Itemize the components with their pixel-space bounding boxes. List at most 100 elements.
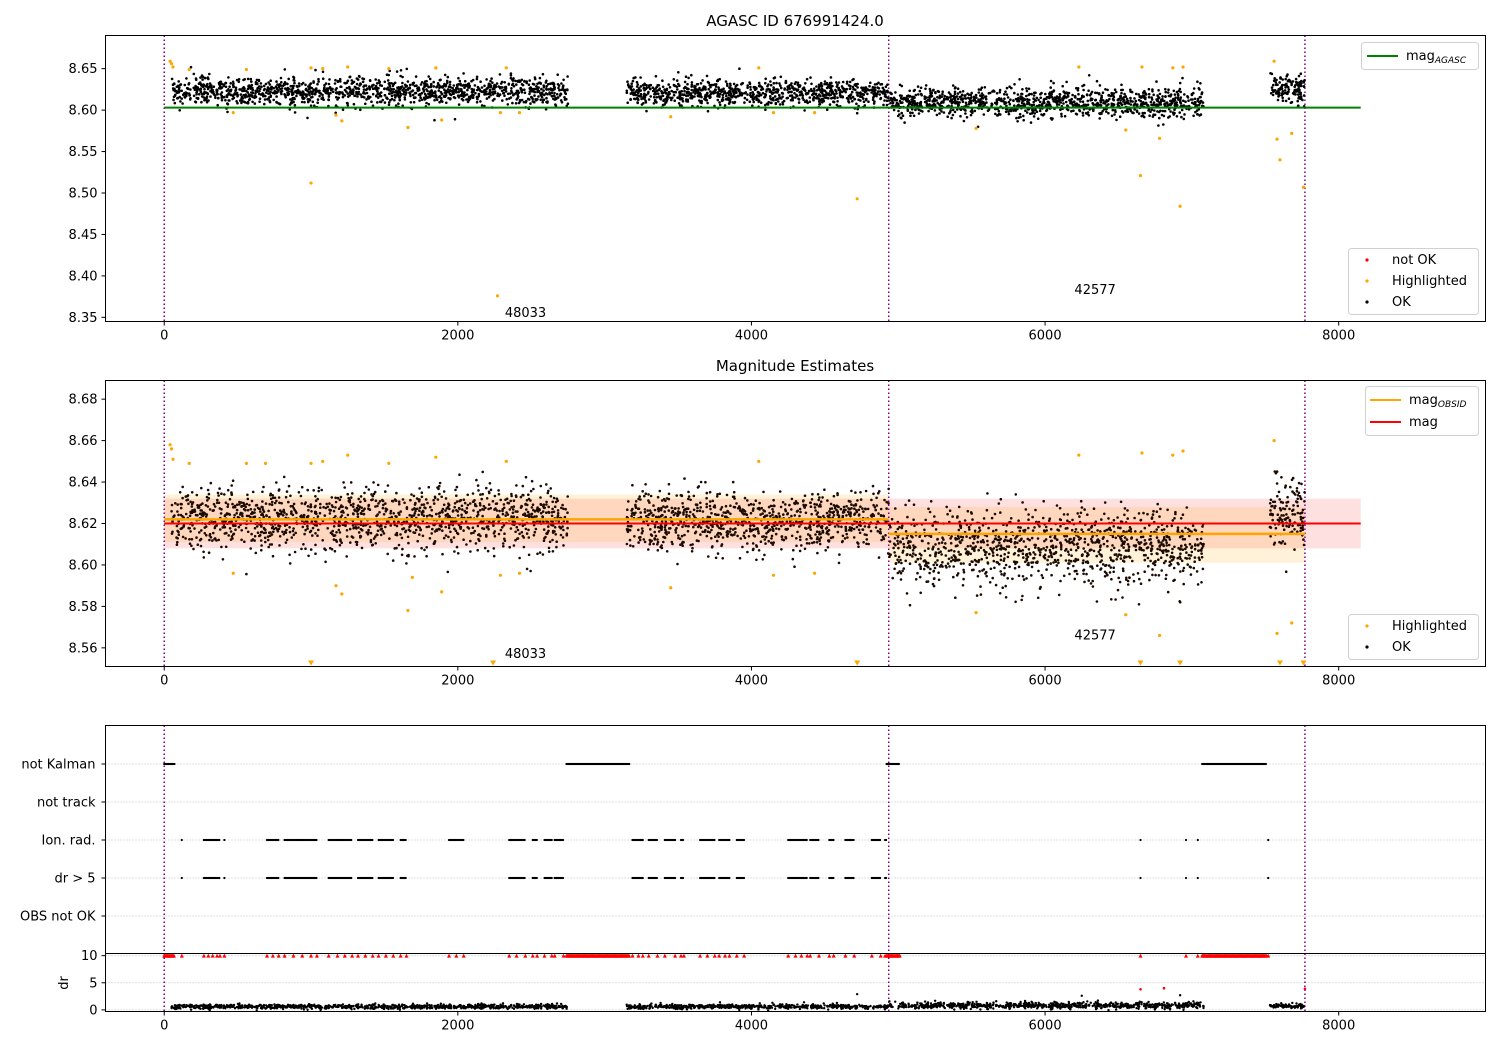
- ok-point: [206, 87, 210, 91]
- ok-point: [1062, 102, 1065, 105]
- ok-point: [979, 98, 982, 102]
- ok-point: [635, 80, 639, 84]
- ok-point: [1174, 96, 1177, 99]
- ok-point: [541, 553, 545, 556]
- ok-point: [363, 92, 367, 95]
- ok-point: [977, 100, 980, 103]
- ok-point: [497, 492, 501, 496]
- ok-point: [449, 530, 452, 534]
- ok-point: [329, 91, 332, 95]
- ok-point: [277, 488, 281, 491]
- ok-point: [775, 88, 778, 91]
- ok-point: [443, 91, 447, 94]
- ok-point: [913, 104, 916, 107]
- ok-point: [687, 90, 690, 94]
- ok-point: [390, 91, 394, 95]
- ok-point: [292, 84, 295, 88]
- ok-point: [176, 540, 179, 544]
- ok-point: [410, 493, 413, 496]
- ok-point: [487, 503, 491, 506]
- ok-point: [1129, 88, 1132, 92]
- y-tick-label: 8.65: [69, 62, 98, 77]
- ok-point: [220, 98, 224, 102]
- ok-point: [336, 80, 340, 83]
- ok-point: [786, 85, 790, 89]
- ok-point: [1175, 115, 1179, 118]
- ok-point: [226, 110, 229, 114]
- ok-point: [346, 102, 349, 105]
- ok-point: [353, 94, 357, 98]
- ok-point: [549, 495, 553, 498]
- ok-point: [170, 77, 174, 81]
- ok-point: [192, 547, 195, 551]
- ok-point: [1171, 101, 1174, 104]
- ok-point: [729, 86, 732, 90]
- ok-point: [306, 505, 310, 508]
- ok-point: [509, 74, 513, 77]
- ok-point: [208, 538, 211, 542]
- ok-point: [864, 489, 868, 493]
- ok-point: [269, 90, 272, 94]
- ok-point: [1147, 92, 1151, 96]
- ok-point: [1118, 115, 1122, 118]
- ok-point: [851, 85, 855, 89]
- ok-point: [203, 91, 206, 95]
- ok-point: [808, 100, 812, 103]
- ok-point: [937, 90, 941, 93]
- ok-point: [302, 97, 305, 100]
- ok-point: [940, 110, 943, 113]
- ok-point: [217, 81, 221, 85]
- ok-point: [428, 90, 432, 94]
- ok-point: [561, 536, 565, 539]
- ok-point: [510, 89, 513, 93]
- ok-point: [909, 111, 912, 114]
- ok-point: [1173, 93, 1177, 96]
- ok-point: [246, 497, 250, 501]
- ok-point: [187, 526, 190, 530]
- ok-point: [330, 496, 334, 499]
- ok-point: [749, 95, 753, 98]
- ok-point: [1082, 83, 1086, 87]
- ok-point: [763, 96, 766, 99]
- ok-point: [468, 502, 472, 505]
- ok-point: [512, 544, 516, 547]
- ok-point: [1101, 99, 1105, 102]
- ok-point: [547, 510, 550, 514]
- ok-point: [528, 92, 531, 96]
- ok-point: [794, 96, 797, 99]
- ok-point: [465, 98, 468, 101]
- ok-point: [368, 525, 372, 529]
- ok-point: [1057, 96, 1061, 100]
- ok-point: [815, 85, 818, 88]
- ok-point: [379, 524, 383, 527]
- ok-point: [315, 512, 318, 515]
- ok-point: [959, 114, 962, 118]
- ok-point: [562, 544, 565, 547]
- ok-point: [477, 533, 480, 537]
- ok-point: [776, 90, 779, 93]
- ok-point: [545, 84, 548, 88]
- ok-point: [479, 493, 482, 496]
- ok-point: [518, 556, 521, 560]
- ok-point: [514, 510, 517, 513]
- ok-point: [288, 553, 291, 557]
- ok-point: [236, 101, 239, 105]
- ok-point: [539, 511, 543, 515]
- ok-point: [1163, 99, 1166, 103]
- ok-point: [231, 502, 234, 506]
- ok-point: [269, 497, 273, 501]
- ok-point: [312, 489, 316, 492]
- ok-point: [850, 90, 854, 94]
- ok-point: [399, 94, 402, 97]
- ok-point: [1281, 99, 1285, 102]
- ok-point: [400, 553, 404, 557]
- ok-point: [437, 527, 441, 531]
- ok-point: [195, 87, 199, 91]
- ok-point: [309, 548, 313, 551]
- ok-point: [199, 89, 202, 93]
- ok-point: [1104, 88, 1107, 91]
- ok-point: [264, 94, 267, 98]
- ok-point: [446, 88, 450, 91]
- highlighted-point: [1272, 59, 1276, 63]
